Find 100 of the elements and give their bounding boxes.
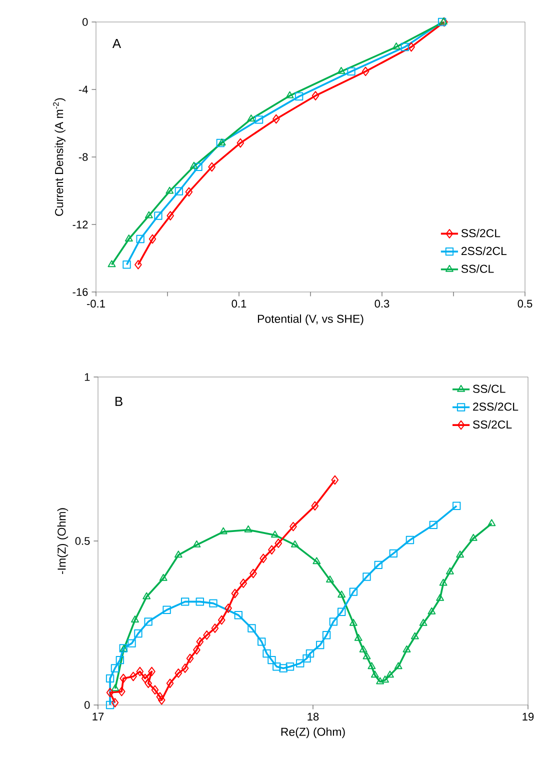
y-tick-label: -8 <box>78 153 88 161</box>
point <box>362 66 370 76</box>
x-tick-label: 0.3 <box>374 300 390 308</box>
point <box>134 260 142 270</box>
point <box>180 598 190 606</box>
point <box>186 654 194 664</box>
point <box>406 536 414 544</box>
point <box>122 260 131 269</box>
point <box>362 572 371 581</box>
point <box>337 608 346 616</box>
point <box>354 634 362 641</box>
point <box>428 607 436 614</box>
point <box>272 662 281 671</box>
y-tick-label: -4 <box>78 86 88 94</box>
point <box>260 554 267 564</box>
point <box>302 654 311 663</box>
point <box>329 618 338 626</box>
point <box>270 530 279 538</box>
point <box>429 520 438 530</box>
y-axis-title: -Im(Z) (Ohm) <box>57 508 68 574</box>
point <box>311 501 319 511</box>
point <box>268 656 276 664</box>
point <box>419 618 428 626</box>
legend-label: SS/2CL <box>472 420 512 429</box>
point <box>144 618 152 626</box>
point <box>410 632 419 640</box>
point <box>194 162 202 172</box>
point <box>389 549 398 558</box>
point <box>338 590 346 598</box>
x-tick-label: 18 <box>308 712 319 721</box>
point <box>144 678 152 688</box>
point <box>181 664 189 673</box>
point <box>322 631 331 640</box>
point <box>316 640 324 650</box>
point <box>359 645 368 652</box>
point <box>394 662 402 670</box>
legend-label: SS/2CL <box>461 228 500 238</box>
point <box>162 606 171 614</box>
point <box>193 645 200 655</box>
point <box>400 42 409 52</box>
point <box>159 574 168 581</box>
y-axis-title: Current Density (A m$^{-2}$) <box>53 98 66 216</box>
point <box>370 670 379 678</box>
text: A <box>112 39 122 48</box>
text: B <box>116 396 122 406</box>
x-tick-label: 19 <box>522 712 534 721</box>
legend-label: SS/CL <box>461 264 494 273</box>
point <box>148 666 156 676</box>
point <box>326 576 334 583</box>
point <box>274 538 282 548</box>
point <box>136 234 144 244</box>
point <box>166 211 174 220</box>
point <box>144 211 153 218</box>
point <box>131 616 139 623</box>
point <box>203 630 210 640</box>
point <box>347 67 356 76</box>
point <box>439 578 448 586</box>
y-tick-label: 0 <box>84 701 90 709</box>
point <box>166 678 174 688</box>
point <box>272 114 280 124</box>
point <box>240 578 247 588</box>
point <box>106 674 114 683</box>
point <box>296 659 304 668</box>
point <box>116 656 124 664</box>
point <box>488 519 496 526</box>
point <box>294 92 304 101</box>
point <box>262 649 271 658</box>
point <box>111 684 120 692</box>
point <box>224 604 232 613</box>
point <box>236 138 244 148</box>
point <box>331 475 339 485</box>
x-axis-title: Re(Z) (Ohm) <box>281 727 345 738</box>
y-tick-label: 0 <box>82 18 88 26</box>
point <box>134 629 142 638</box>
point <box>290 540 299 548</box>
point <box>158 695 166 705</box>
point <box>174 187 184 196</box>
point <box>286 662 294 671</box>
point <box>156 692 164 702</box>
point <box>268 545 276 555</box>
point <box>446 567 454 574</box>
point <box>192 540 201 548</box>
point <box>452 502 461 510</box>
point <box>124 234 133 242</box>
point <box>286 91 294 98</box>
point <box>386 670 394 678</box>
point <box>258 638 266 646</box>
point <box>402 645 411 652</box>
point <box>219 527 228 534</box>
point <box>110 664 120 672</box>
point <box>120 674 128 684</box>
point <box>312 557 321 564</box>
point <box>185 187 193 197</box>
point <box>306 649 314 658</box>
point <box>368 662 376 670</box>
point <box>118 686 126 696</box>
point <box>290 522 297 532</box>
point <box>279 664 288 672</box>
x-tick-label: 0.1 <box>232 300 246 308</box>
point <box>211 624 219 633</box>
